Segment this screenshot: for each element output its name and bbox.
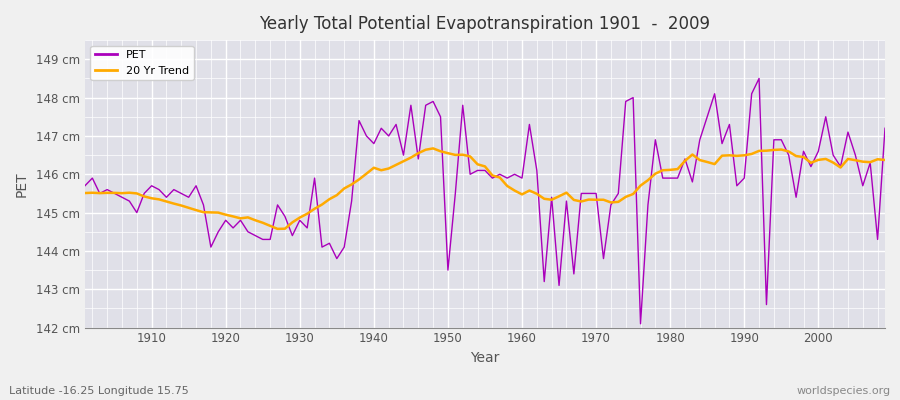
Title: Yearly Total Potential Evapotranspiration 1901  -  2009: Yearly Total Potential Evapotranspiratio… [259, 15, 710, 33]
Text: Latitude -16.25 Longitude 15.75: Latitude -16.25 Longitude 15.75 [9, 386, 189, 396]
X-axis label: Year: Year [471, 351, 500, 365]
Y-axis label: PET: PET [15, 171, 29, 197]
Text: worldspecies.org: worldspecies.org [796, 386, 891, 396]
Legend: PET, 20 Yr Trend: PET, 20 Yr Trend [91, 46, 194, 80]
